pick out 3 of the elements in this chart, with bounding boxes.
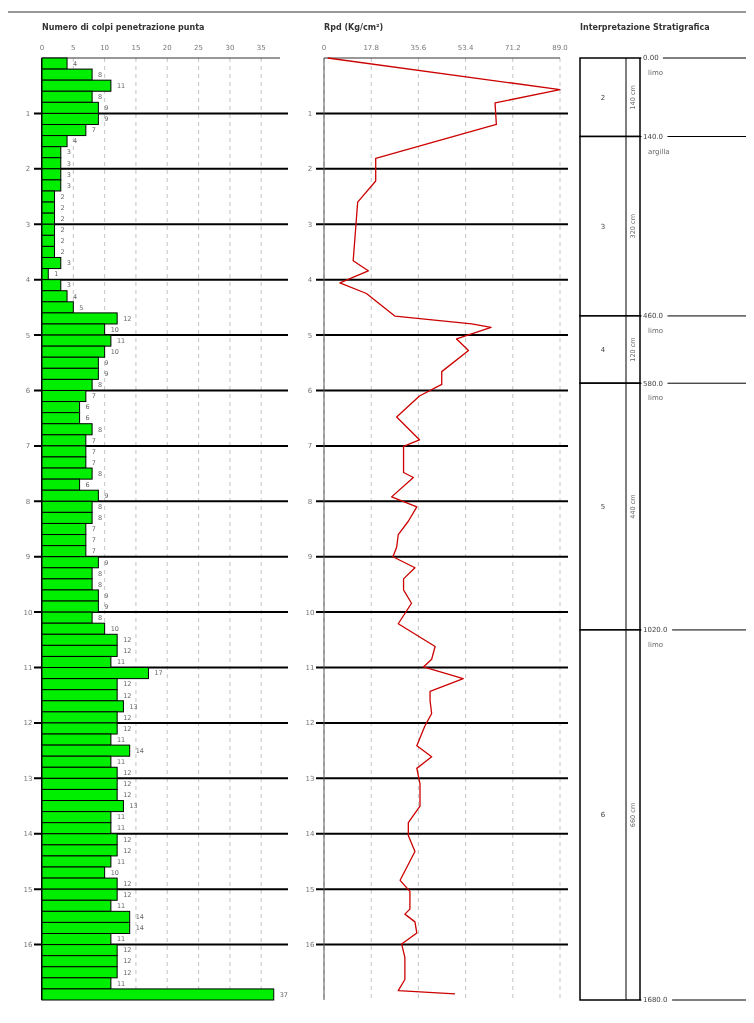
chart-title: Interpretazione Stratigrafica [580, 23, 710, 32]
chart-title: Numero di colpi penetrazione punta [42, 23, 205, 32]
chart-title: Rpd (Kg/cm²) [324, 23, 384, 32]
